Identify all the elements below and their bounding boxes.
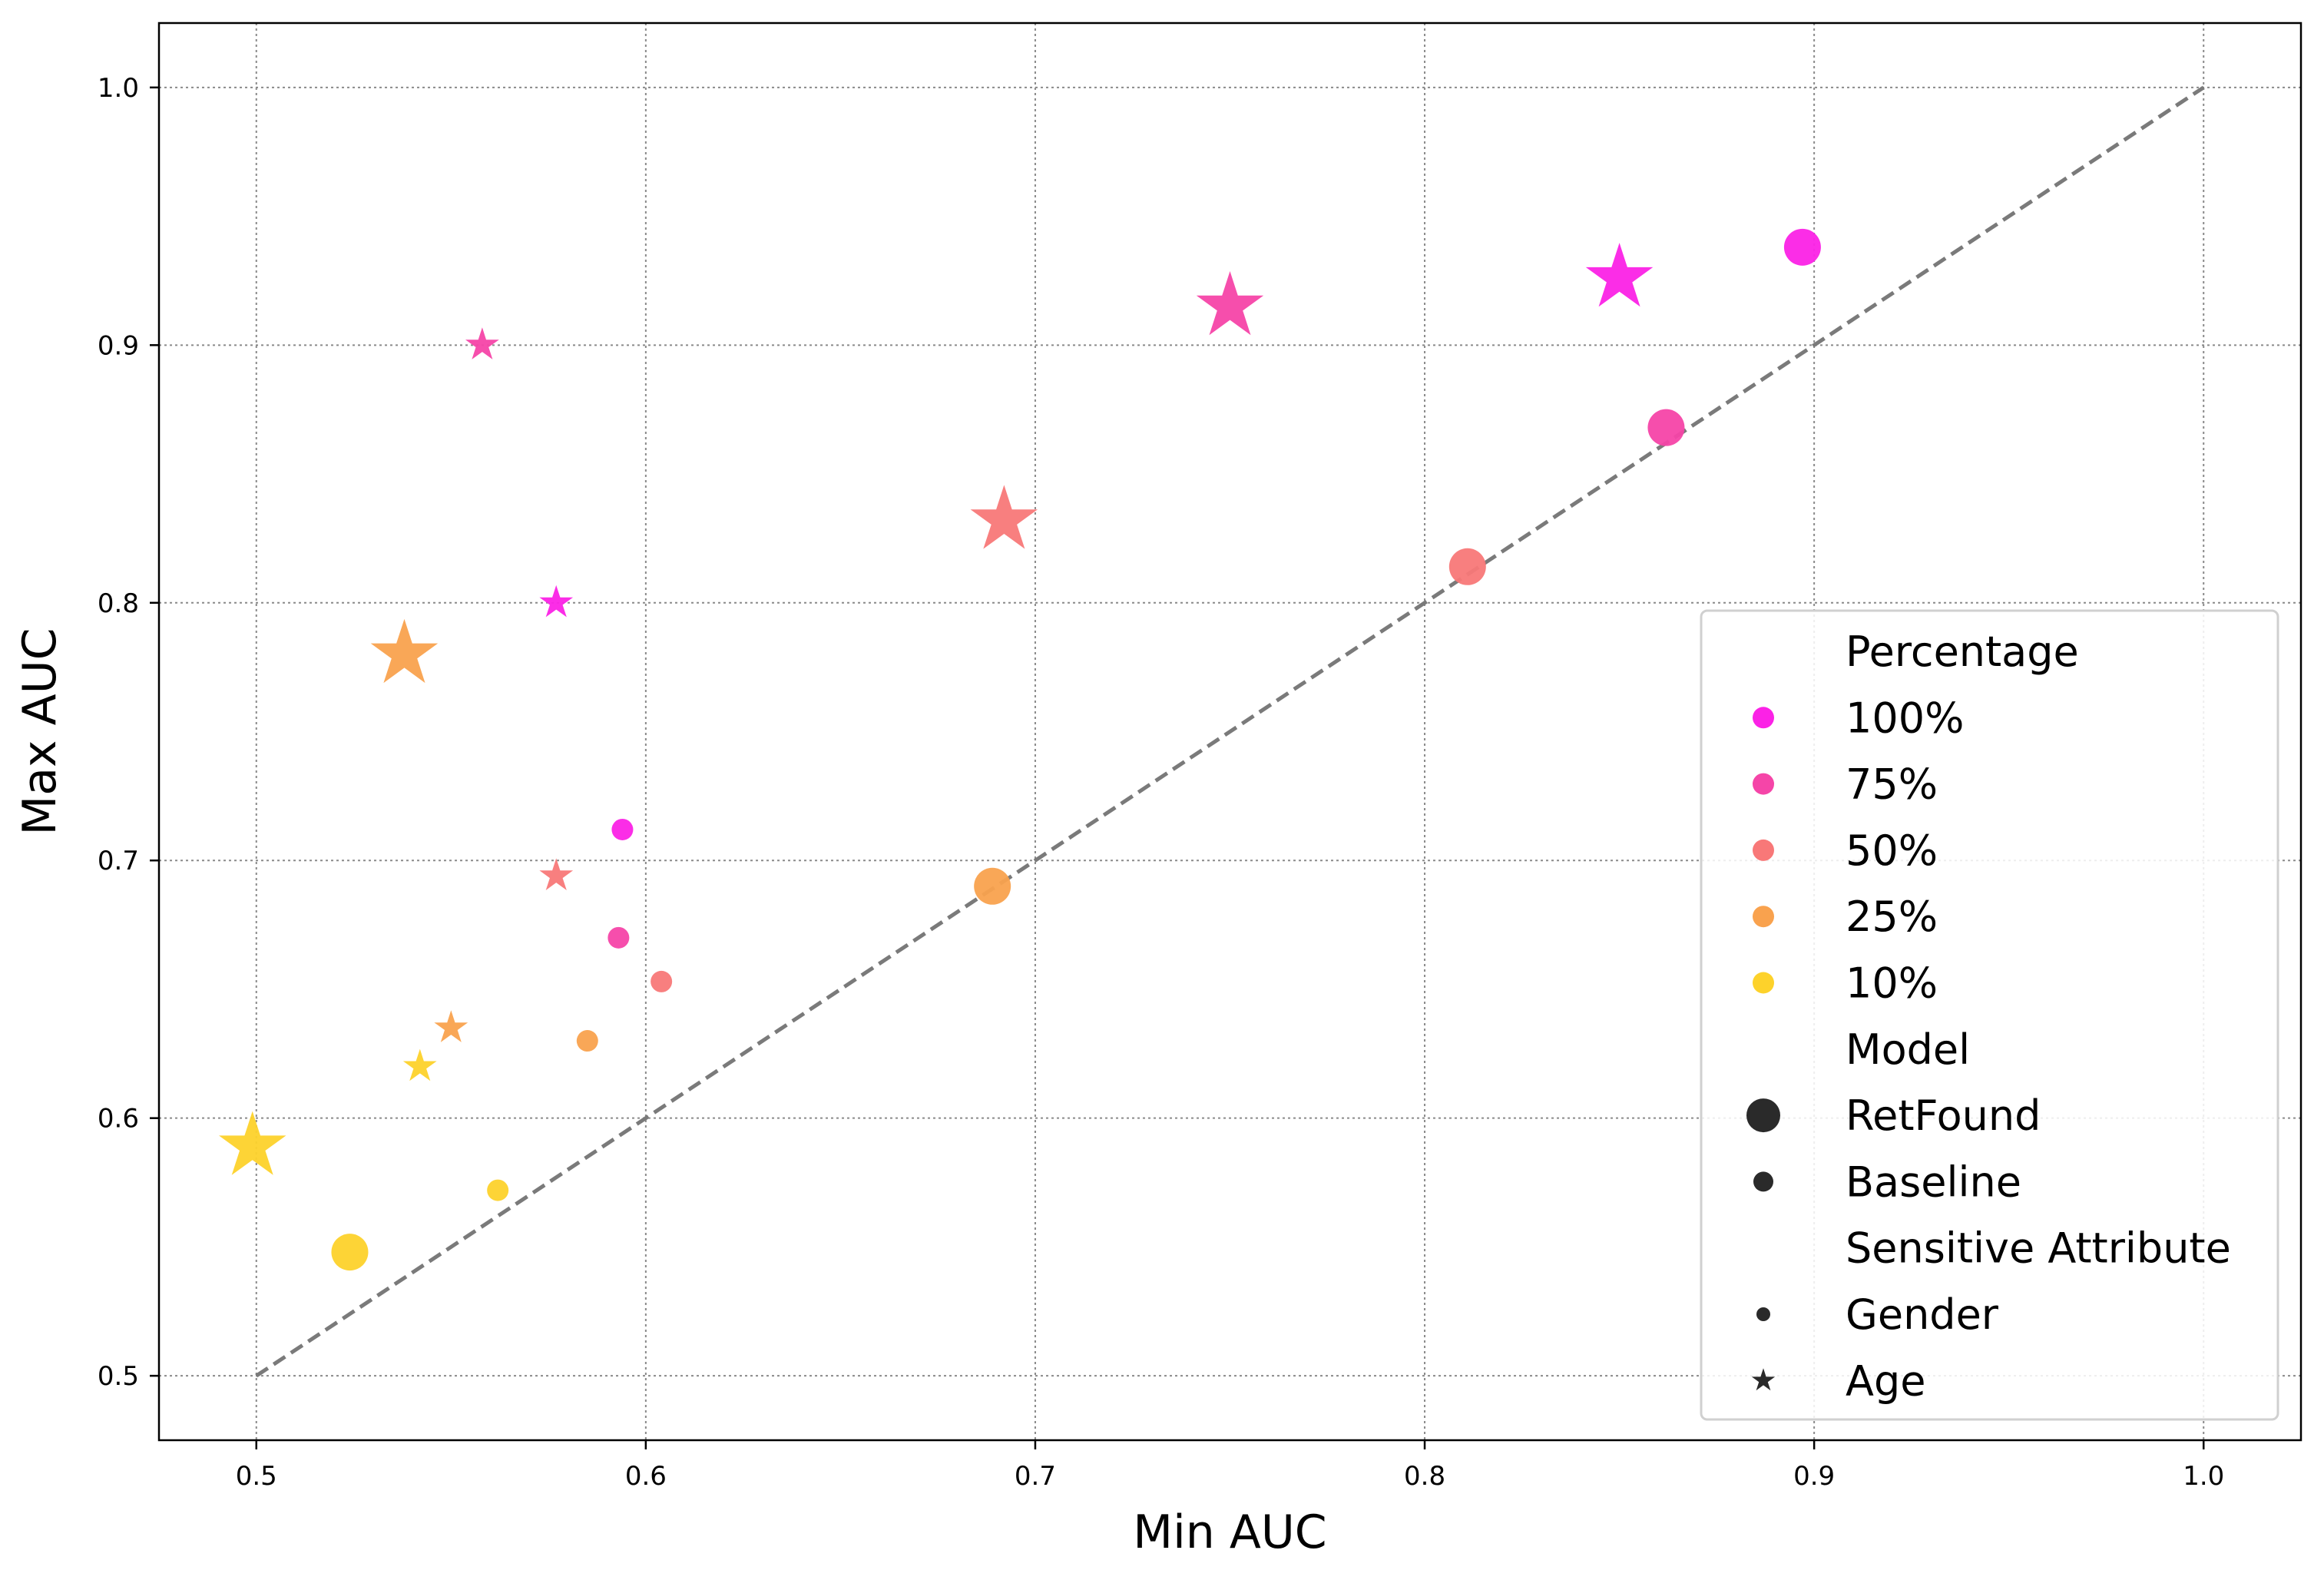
circle-marker — [487, 1179, 509, 1201]
star-marker — [402, 1048, 437, 1081]
star-marker — [1585, 243, 1654, 307]
legend-color-swatch — [1753, 773, 1774, 795]
legend-section-title: Percentage — [1846, 628, 2079, 676]
circle-marker — [651, 970, 673, 992]
circle-marker — [1783, 228, 1821, 266]
legend-size-swatch — [1746, 1098, 1780, 1133]
star-marker — [539, 585, 574, 618]
star-marker — [465, 327, 499, 359]
circle-marker — [611, 818, 634, 840]
star-marker — [1196, 271, 1264, 336]
x-axis-ticks: 0.5 0.6 0.7 0.8 0.9 1.0 — [236, 1440, 2224, 1492]
legend-label: Baseline — [1846, 1158, 2021, 1206]
y-tick-label: 0.6 — [98, 1104, 139, 1134]
x-tick-label: 0.5 — [236, 1461, 277, 1492]
star-marker — [539, 858, 574, 890]
y-tick-label: 0.5 — [98, 1361, 139, 1392]
legend-label: 50% — [1846, 826, 1938, 875]
legend-label: RetFound — [1846, 1091, 2041, 1140]
legend-label: Age — [1846, 1356, 1925, 1405]
legend-color-swatch — [1753, 972, 1774, 994]
y-axis-ticks: 0.5 0.6 0.7 0.8 0.9 1.0 — [98, 73, 159, 1392]
circle-marker — [974, 867, 1011, 905]
x-tick-label: 1.0 — [2183, 1461, 2224, 1492]
star-marker — [434, 1010, 468, 1042]
y-tick-label: 0.8 — [98, 588, 139, 619]
y-tick-label: 1.0 — [98, 73, 139, 104]
reference-line — [255, 85, 2205, 1378]
legend-size-swatch — [1753, 1171, 1773, 1192]
circle-marker — [1647, 409, 1685, 446]
circle-marker — [331, 1234, 369, 1271]
plot-frame — [157, 22, 2302, 1442]
legend-box — [1700, 609, 2279, 1421]
legend-color-swatch — [1753, 839, 1774, 861]
y-tick-label: 0.9 — [98, 330, 139, 361]
legend-label: 25% — [1846, 893, 1938, 941]
legend-label: Gender — [1846, 1290, 1999, 1339]
circle-marker — [607, 926, 630, 949]
legend-section-title: Model — [1846, 1025, 1970, 1074]
legend-label: 10% — [1846, 959, 1938, 1008]
legend-section-title: Sensitive Attribute — [1846, 1224, 2231, 1273]
star-marker — [970, 485, 1038, 549]
star-marker — [370, 618, 439, 684]
legend: Percentage 100% 75% 50% 25% 10% Model RetFound B… — [1700, 609, 2279, 1421]
x-tick-label: 0.8 — [1404, 1461, 1445, 1492]
star-marker — [219, 1111, 286, 1175]
circle-marker — [576, 1030, 598, 1052]
legend-color-swatch — [1753, 906, 1774, 928]
x-tick-label: 0.6 — [625, 1461, 667, 1492]
legend-label: 75% — [1846, 760, 1938, 809]
legend-color-swatch — [1753, 707, 1774, 729]
y-tick-label: 0.7 — [98, 846, 139, 876]
legend-circle-swatch — [1756, 1307, 1770, 1321]
x-axis-title: Min AUC — [1133, 1505, 1326, 1559]
x-tick-label: 0.9 — [1793, 1461, 1835, 1492]
x-tick-label: 0.7 — [1015, 1461, 1056, 1492]
legend-label: 100% — [1846, 694, 1964, 742]
circle-marker — [1448, 548, 1486, 585]
reference-line-group — [255, 85, 2205, 1378]
legend-star-swatch — [1751, 1368, 1776, 1391]
y-axis-title: Max AUC — [13, 628, 67, 836]
data-points — [219, 228, 1821, 1271]
